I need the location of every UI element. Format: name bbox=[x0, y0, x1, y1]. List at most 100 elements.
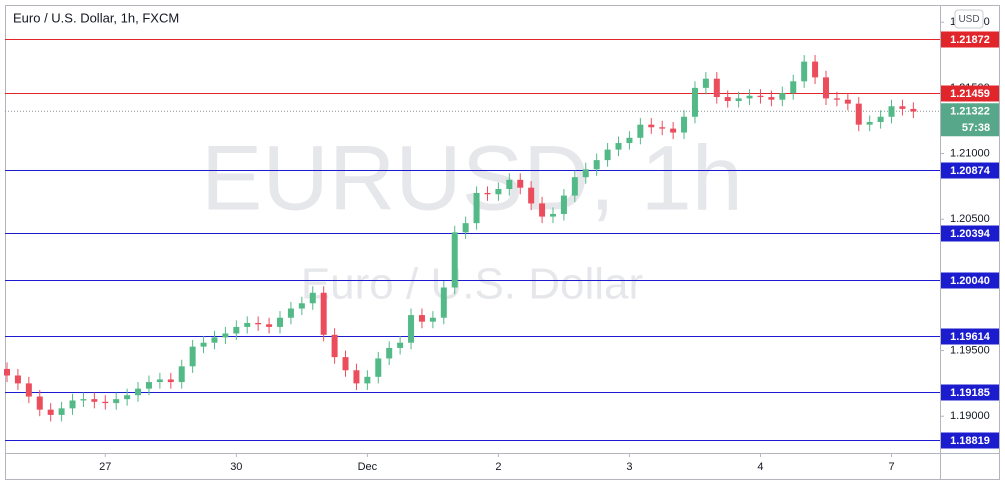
candle-body bbox=[724, 97, 731, 102]
candle-body bbox=[386, 347, 393, 359]
candle-body bbox=[80, 399, 87, 401]
level-label-box bbox=[941, 272, 999, 289]
candle-body bbox=[899, 106, 906, 109]
watermark: EURUSD, 1h bbox=[201, 127, 743, 229]
level-label: 1.19185 bbox=[950, 387, 990, 399]
candle-body bbox=[222, 333, 229, 338]
candle-body bbox=[440, 287, 447, 318]
x-tick-label: 4 bbox=[757, 461, 763, 473]
price-labels: 1.21872 1.21459 1.20874 1.20394 1.20040 1.196… bbox=[941, 31, 999, 449]
candle-body bbox=[375, 358, 382, 377]
candle-body bbox=[735, 98, 742, 102]
x-tick-label: 2 bbox=[495, 461, 501, 473]
countdown-label: 57:38 bbox=[962, 122, 990, 134]
candle-body bbox=[211, 337, 218, 343]
candle-body bbox=[418, 315, 425, 322]
candle-body bbox=[14, 375, 21, 384]
candle-body bbox=[342, 357, 349, 371]
candle-body bbox=[626, 137, 633, 144]
level-label: 1.20040 bbox=[950, 275, 990, 287]
candle-body bbox=[102, 401, 109, 404]
level-label-box bbox=[941, 225, 999, 242]
candle-body bbox=[691, 87, 698, 117]
last-price-box bbox=[941, 103, 999, 137]
candle-body bbox=[124, 395, 131, 400]
x-tick-label: 27 bbox=[99, 461, 111, 473]
candle-body bbox=[408, 315, 415, 343]
candle-body bbox=[713, 78, 720, 98]
candle-body bbox=[659, 127, 666, 129]
currency-label[interactable]: USD bbox=[958, 14, 979, 25]
level-label: 1.20394 bbox=[950, 228, 991, 240]
level-label-box bbox=[941, 384, 999, 401]
candle-body bbox=[145, 382, 152, 389]
candle-body bbox=[593, 160, 600, 170]
candle-body bbox=[36, 396, 43, 410]
x-tick-label: 30 bbox=[230, 461, 242, 473]
candle-body bbox=[167, 379, 174, 383]
candle-body bbox=[331, 334, 338, 358]
candle-body bbox=[768, 97, 775, 100]
level-label: 1.20874 bbox=[950, 165, 991, 177]
candle-body bbox=[833, 98, 840, 100]
candle-body bbox=[473, 192, 480, 224]
candle-body bbox=[823, 77, 829, 99]
level-label: 1.21459 bbox=[950, 88, 990, 100]
candle-body bbox=[877, 116, 884, 123]
level-label: 1.18819 bbox=[950, 435, 990, 447]
candle-body bbox=[364, 376, 371, 384]
candle-body bbox=[4, 368, 10, 376]
candle-body bbox=[681, 116, 688, 133]
candle-body bbox=[539, 203, 546, 217]
y-tick-label: 1.19500 bbox=[950, 344, 990, 356]
candle-body bbox=[47, 409, 54, 415]
candle-body bbox=[244, 322, 251, 327]
candle-body bbox=[615, 143, 622, 150]
candle-body bbox=[571, 177, 578, 196]
chart-title: Euro / U.S. Dollar, 1h, FXCM bbox=[13, 10, 179, 25]
candle-body bbox=[233, 326, 240, 334]
candle-body bbox=[866, 122, 873, 125]
candle-body bbox=[200, 342, 207, 347]
level-label-box bbox=[941, 432, 999, 449]
candle-body bbox=[298, 303, 305, 309]
candle-body bbox=[910, 108, 917, 112]
candle-body bbox=[495, 189, 502, 195]
candle-body bbox=[844, 99, 851, 104]
candle-body bbox=[560, 195, 567, 214]
candle-body bbox=[25, 383, 32, 397]
watermark-subtitle: Euro / U.S. Dollar bbox=[301, 260, 643, 309]
y-tick-label: 1.21000 bbox=[950, 147, 990, 159]
candle-body bbox=[266, 324, 273, 327]
candle-body bbox=[506, 179, 513, 190]
candle-body bbox=[462, 223, 469, 233]
level-label-box bbox=[941, 31, 999, 48]
candle-body bbox=[528, 187, 535, 204]
candle-body bbox=[113, 399, 120, 404]
candle-body bbox=[517, 179, 524, 188]
candle-body bbox=[757, 95, 764, 98]
candle-body bbox=[582, 169, 589, 178]
candle-body bbox=[287, 308, 294, 318]
candle-body bbox=[189, 346, 196, 367]
level-label-box bbox=[941, 85, 999, 102]
level-label: 1.19614 bbox=[950, 331, 991, 343]
level-label: 1.21872 bbox=[950, 34, 990, 46]
candle-body bbox=[156, 379, 163, 383]
candle-body bbox=[790, 81, 797, 94]
level-label-box bbox=[941, 162, 999, 179]
candle-body bbox=[178, 366, 185, 383]
x-tick-label: 7 bbox=[888, 461, 894, 473]
chart-frame bbox=[5, 5, 1000, 480]
x-tick-label: Dec bbox=[358, 461, 378, 473]
candle-body bbox=[637, 124, 644, 138]
candle-body bbox=[135, 388, 142, 396]
candle-body bbox=[702, 78, 709, 88]
last-price-label: 1.21322 bbox=[950, 106, 990, 118]
candle-body bbox=[255, 322, 262, 325]
candle-body bbox=[670, 128, 677, 133]
candle-body bbox=[397, 342, 404, 348]
candle-body bbox=[429, 317, 436, 322]
currency-button[interactable] bbox=[954, 9, 984, 29]
